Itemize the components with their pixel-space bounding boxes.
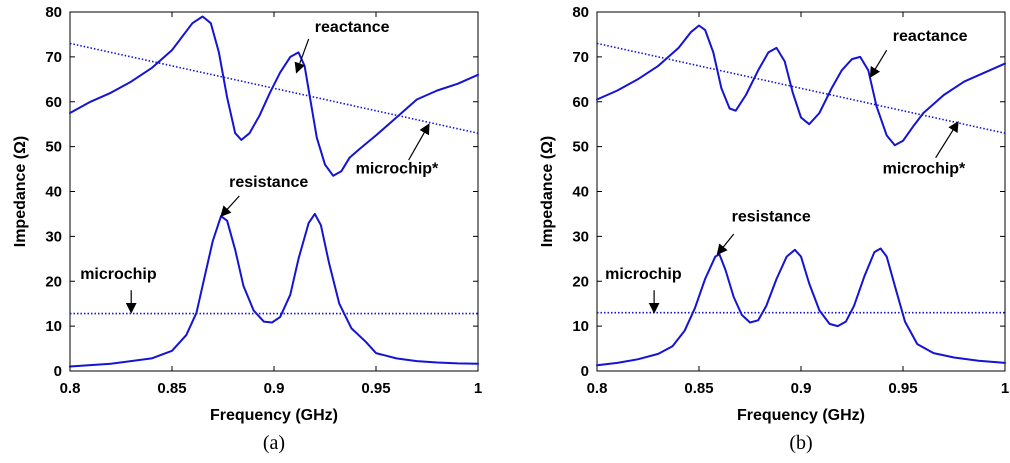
y-tick-label: 20 — [572, 273, 589, 290]
annotation-label-resistance: resistance — [229, 174, 308, 191]
x-axis-label-b: Frequency (GHz) — [737, 407, 865, 424]
series-layer-a — [69, 15, 479, 368]
y-tick-label: 80 — [572, 4, 589, 21]
y-tick-label: 70 — [45, 49, 62, 66]
annotation-label-microchip: microchip — [80, 266, 157, 283]
chart-panel-b: reactance microchip* resistance microchip 0… — [539, 4, 1009, 454]
y-tick-label: 50 — [45, 139, 62, 156]
y-tick-label: 30 — [572, 228, 589, 245]
x-tick-label: 0.9 — [791, 380, 812, 397]
series-line-reactance — [596, 24, 1006, 147]
x-tick-label: 0.85 — [684, 380, 713, 397]
y-tick-label: 60 — [45, 94, 62, 111]
x-tick-label: 0.95 — [888, 380, 917, 397]
x-tick-label: 0.9 — [264, 380, 285, 397]
y-tick-label: 70 — [572, 49, 589, 66]
y-axis-label-a: Impedance (Ω) — [12, 136, 29, 248]
x-tick-label: 1 — [1001, 380, 1009, 397]
annotation-label-reactance: reactance — [893, 28, 968, 45]
annotation-arrow-microchip-star — [408, 123, 430, 161]
y-tick-label: 80 — [45, 4, 62, 21]
y-tick-label: 10 — [45, 318, 62, 335]
annotation-label-reactance: reactance — [315, 19, 390, 36]
y-axis-label-b: Impedance (Ω) — [539, 136, 556, 248]
plot-area-a — [69, 11, 479, 372]
annotation-arrow-reactance — [869, 49, 888, 78]
x-tick-label: 0.8 — [60, 380, 81, 397]
x-axis-label-a: Frequency (GHz) — [210, 407, 338, 424]
annotation-label-microchip: microchip — [605, 266, 682, 283]
figure-caption-b: (b) — [789, 432, 812, 454]
annotation-label-resistance: resistance — [732, 209, 811, 226]
series-line-reactance — [69, 15, 479, 177]
y-tick-label: 30 — [45, 228, 62, 245]
annotation-arrow-microchip-star — [935, 121, 959, 159]
plot-area-b — [596, 11, 1006, 372]
x-tick-label: 1 — [474, 380, 482, 397]
annotation-label-microchip-star: microchip* — [356, 161, 439, 178]
series-layer-b — [596, 24, 1006, 367]
y-tick-label: 40 — [572, 184, 589, 201]
chart-panel-a: reactance microchip* resistance microchip 0… — [12, 4, 482, 454]
y-tick-label: 0 — [54, 363, 62, 380]
annotation-label-microchip-star: microchip* — [883, 161, 966, 178]
annotation-layer-a: reactance microchip* resistance microchip — [80, 19, 439, 314]
x-tick-label: 0.8 — [587, 380, 608, 397]
annotation-arrow-resistance — [220, 195, 240, 217]
y-tick-label: 60 — [572, 94, 589, 111]
y-tick-label: 0 — [581, 363, 589, 380]
figure-caption-a: (a) — [263, 432, 285, 454]
annotation-arrow-reactance — [294, 38, 310, 74]
y-tick-label: 40 — [45, 184, 62, 201]
x-tick-label: 0.85 — [157, 380, 186, 397]
x-tick-label: 0.95 — [361, 380, 390, 397]
annotation-layer-b: reactance microchip* resistance microchip — [605, 28, 968, 314]
y-tick-label: 50 — [572, 139, 589, 156]
y-tick-label: 20 — [45, 273, 62, 290]
y-tick-label: 10 — [572, 318, 589, 335]
series-line-resistance — [69, 212, 479, 368]
series-line-resistance — [596, 247, 1006, 367]
annotation-arrow-resistance — [716, 233, 735, 256]
